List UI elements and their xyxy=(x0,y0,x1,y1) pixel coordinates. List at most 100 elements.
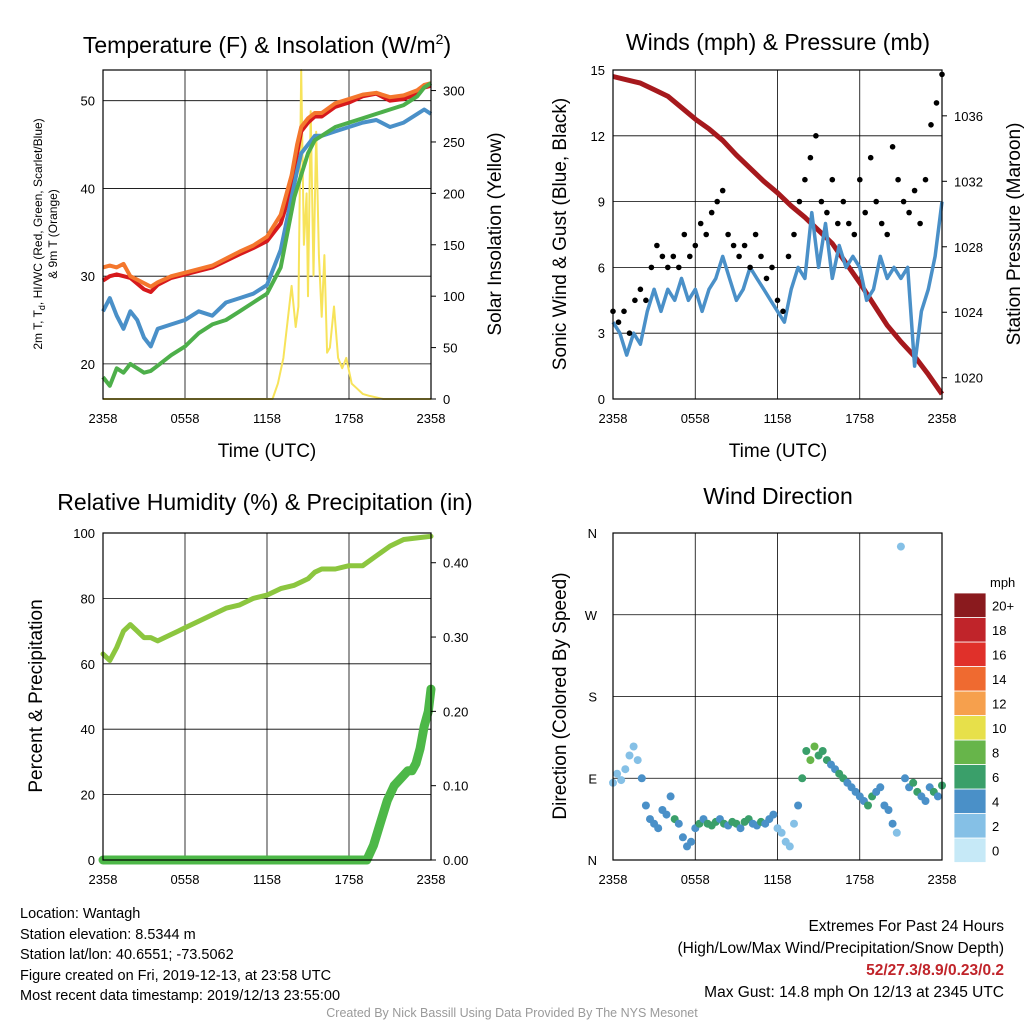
gust-point xyxy=(780,308,786,315)
wind-direction-point xyxy=(621,765,630,774)
wind-direction-point xyxy=(785,842,794,851)
gust-point xyxy=(895,176,901,183)
temperature-insolation-panel: Temperature (F) & Insolation (W/m2) 2358… xyxy=(31,31,506,462)
gust-point xyxy=(857,176,863,183)
temperature-x-tick-label: 2358 xyxy=(417,411,446,426)
gust-point xyxy=(791,231,797,238)
winds-x-tick-label: 1758 xyxy=(845,411,874,426)
precip-y2-tick-label: 0.20 xyxy=(443,704,468,719)
wind-direction-point xyxy=(654,824,663,833)
winds-series-group xyxy=(610,71,945,396)
wind-direction-point xyxy=(909,778,918,787)
gust-point xyxy=(911,187,918,194)
wind-direction-point xyxy=(901,774,909,783)
station-latlon: Station lat/lon: 40.6551; -73.5062 xyxy=(20,947,234,963)
precip-y2-tick-label: 0.00 xyxy=(443,853,468,868)
insolation-y2-tick-label: 100 xyxy=(443,289,465,304)
wind-direction-point xyxy=(666,792,675,801)
wind-direction-point xyxy=(637,774,646,783)
colorbar-label: 8 xyxy=(992,745,999,760)
humidity-plot-frame xyxy=(102,532,432,861)
gust-point xyxy=(692,242,699,249)
wind-direction-y-tick-label: S xyxy=(588,690,597,705)
pressure-y2-tick-label: 1032 xyxy=(954,174,983,189)
gust-point xyxy=(851,231,858,238)
temperature-y-axis-title-line1: 2m T, Td, HI/WC (Red, Green, Scarlet/Blu… xyxy=(31,118,47,349)
wind-direction-point xyxy=(794,801,803,810)
gust-point xyxy=(621,308,627,315)
temperature-y-tick-label: 30 xyxy=(81,269,95,284)
colorbar-label: 0 xyxy=(992,843,999,858)
humidity-x-tick-label: 1758 xyxy=(335,872,364,887)
gust-point xyxy=(643,297,649,304)
humidity-y-tick-label: 100 xyxy=(73,526,95,541)
gust-point xyxy=(725,231,731,238)
gust-point xyxy=(752,231,759,238)
series-line-relative-humidity xyxy=(100,533,434,663)
colorbar-swatch xyxy=(953,813,987,839)
gust-point xyxy=(813,133,819,139)
wind-direction-point xyxy=(798,774,807,783)
gust-point xyxy=(884,231,890,238)
wind-direction-x-tick-label: 0558 xyxy=(681,872,710,887)
speed-colorbar: mph 0 2 4 6 8 10 12 14 16 18 20+ xyxy=(953,575,1015,863)
gust-point xyxy=(829,176,836,183)
gust-point xyxy=(928,122,934,128)
series-line-solar-insolation xyxy=(103,69,431,400)
wind-direction-point xyxy=(888,819,897,828)
humidity-y-tick-label: 0 xyxy=(88,853,95,868)
max-gust: Max Gust: 14.8 mph On 12/13 at 2345 UTC xyxy=(704,984,1004,1001)
colorbar-swatch xyxy=(953,592,987,618)
wind-direction-point xyxy=(876,783,885,792)
insolation-y2-tick-label: 300 xyxy=(443,84,465,99)
winds-x-tick-label: 0558 xyxy=(681,411,710,426)
series-line-station-pressure xyxy=(612,74,945,396)
gust-point xyxy=(637,286,644,293)
gust-point xyxy=(878,220,885,227)
winds-y-tick-label: 9 xyxy=(598,195,605,210)
most-recent-timestamp: Most recent data timestamp: 2019/12/13 2… xyxy=(20,988,341,1004)
colorbar-swatch xyxy=(953,666,987,692)
insolation-y2-tick-label: 0 xyxy=(443,392,450,407)
gust-point xyxy=(763,275,770,282)
extremes-values: 52/27.3/8.9/0.23/0.2 xyxy=(866,962,1004,979)
series-line-td xyxy=(101,81,433,388)
winds-tick-labels: 2358 0558 1158 1758 2358 0 3 6 9 12 15 1020 1024 1028… xyxy=(591,63,983,426)
station-location: Location: Wantagh xyxy=(20,906,141,922)
humidity-x-tick-label: 1158 xyxy=(253,872,281,887)
colorbar-swatch xyxy=(953,715,987,741)
insolation-y2-tick-label: 200 xyxy=(443,186,465,201)
colorbar-swatch xyxy=(953,690,987,716)
winds-y-tick-label: 0 xyxy=(598,392,605,407)
gust-point xyxy=(626,330,633,337)
pressure-y2-tick-label: 1036 xyxy=(954,109,983,124)
extremes-title: Extremes For Past 24 Hours xyxy=(808,918,1004,935)
gust-point xyxy=(867,154,874,161)
wind-direction-point xyxy=(769,810,778,819)
temperature-x-tick-label: 1758 xyxy=(335,411,364,426)
gust-point xyxy=(889,144,896,150)
colorbar-swatch xyxy=(953,617,987,643)
wind-direction-point xyxy=(629,742,638,751)
insolation-y2-tick-label: 50 xyxy=(443,341,457,356)
colorbar-label: 2 xyxy=(992,819,999,834)
wind-direction-point xyxy=(674,819,683,828)
gust-point xyxy=(818,198,825,205)
gust-point xyxy=(785,253,792,260)
gust-point xyxy=(900,198,907,205)
colorbar-swatch xyxy=(953,739,987,765)
gust-point xyxy=(648,264,655,271)
precip-y2-tick-label: 0.40 xyxy=(443,556,468,571)
credit-line: Created By Nick Bassill Using Data Provi… xyxy=(326,1006,698,1020)
wind-direction-point xyxy=(617,776,626,785)
wind-direction-point xyxy=(806,756,815,765)
gust-point xyxy=(676,264,682,271)
wind-direction-point xyxy=(864,801,872,810)
wind-direction-y-tick-label: W xyxy=(585,608,598,623)
wind-direction-point xyxy=(687,837,696,846)
winds-pressure-panel: Winds (mph) & Pressure (mb) 2358 0558 1158… xyxy=(550,29,1024,462)
colorbar-label: 6 xyxy=(992,770,999,785)
winds-x-tick-label: 1158 xyxy=(764,411,792,426)
gust-point xyxy=(873,198,879,205)
